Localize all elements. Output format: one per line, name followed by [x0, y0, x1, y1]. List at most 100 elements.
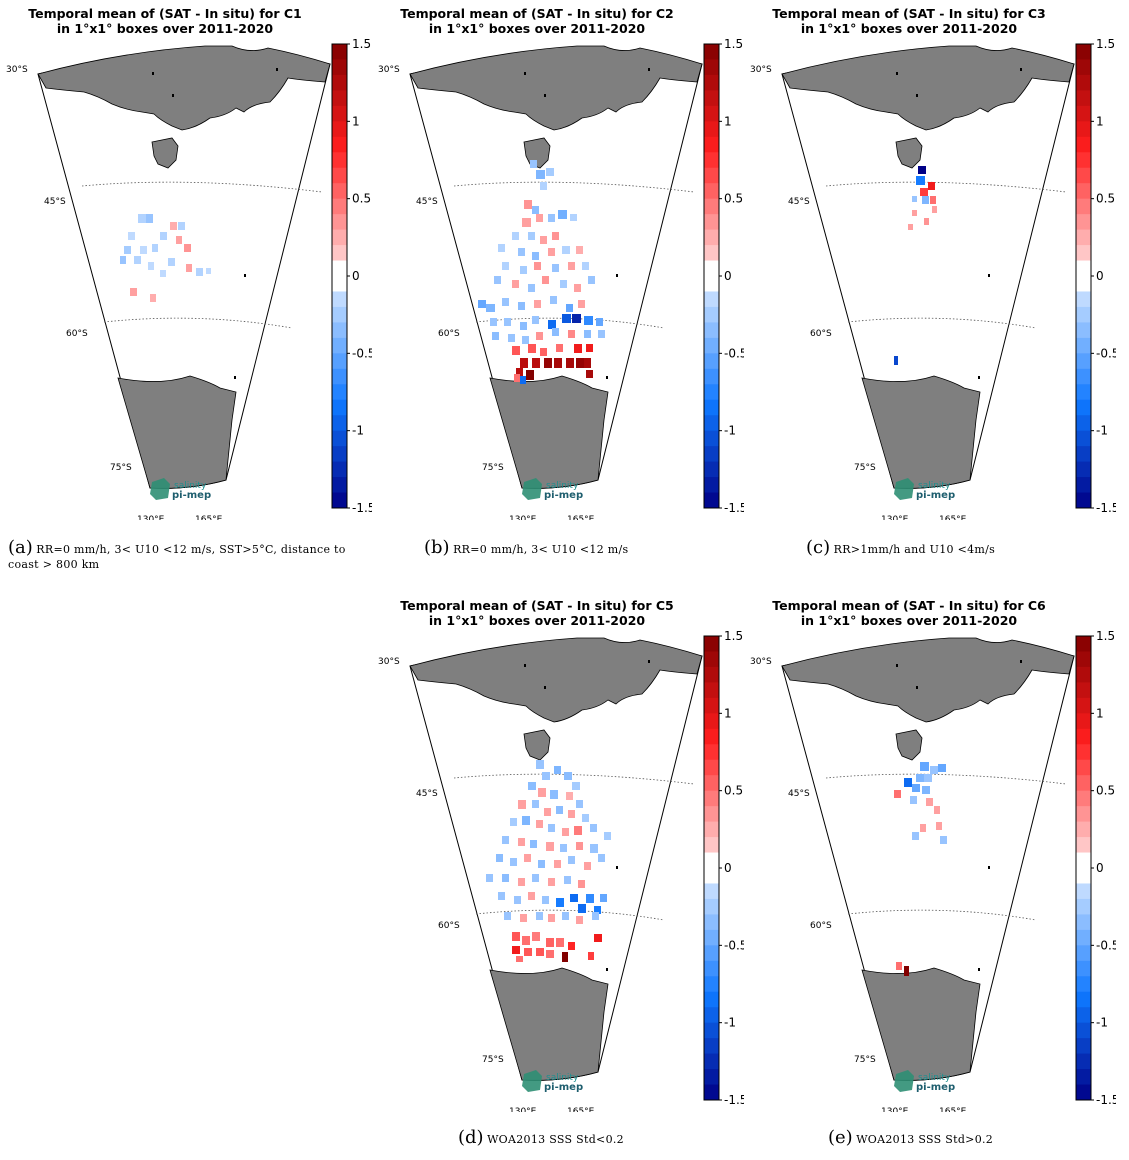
colorbar-segment — [704, 322, 719, 339]
longitude-label: 165°E — [939, 1107, 967, 1112]
colorbar-segment — [1076, 399, 1091, 416]
anomaly-cell — [922, 786, 930, 794]
antarctica-land — [861, 375, 981, 489]
australia-land — [409, 637, 703, 723]
colorbar-segment — [1076, 245, 1091, 262]
anomaly-cell — [578, 904, 586, 913]
anomaly-cell — [922, 196, 929, 204]
map-panel-c2: Temporal mean of (SAT - In situ) for C2 … — [372, 0, 744, 520]
anomaly-cell — [542, 896, 549, 904]
colorbar: 1.5 1 0.5 0 -0.5 -1 -1.5 — [1075, 629, 1116, 1107]
colorbar-segment — [704, 898, 719, 915]
island-marker — [896, 72, 898, 75]
colorbar-segment — [704, 945, 719, 962]
anomaly-cell — [522, 936, 530, 945]
logo-emblem — [522, 478, 542, 500]
anomaly-cell — [578, 880, 585, 888]
colorbar-segment — [704, 775, 719, 792]
colorbar-segment — [704, 121, 719, 138]
latitude-parallel — [103, 317, 293, 329]
colorbar-segment — [332, 260, 347, 277]
australia-land — [781, 45, 1075, 131]
island-marker — [648, 660, 650, 663]
colorbar-segment — [1076, 868, 1091, 884]
colorbar-segment — [1076, 322, 1091, 339]
tasmania-land — [151, 137, 179, 169]
colorbar-segment — [704, 291, 719, 308]
colorbar-tick-label: 0 — [1096, 861, 1104, 875]
colorbar-segment — [704, 852, 719, 869]
logo-emblem — [894, 1070, 914, 1092]
anomaly-cell — [508, 334, 515, 342]
colorbar-tick-label: 1.5 — [352, 37, 371, 51]
colorbar-segment — [332, 384, 347, 401]
colorbar-segment — [332, 167, 347, 184]
longitude-label: 165°E — [939, 515, 967, 520]
anomaly-cell — [528, 232, 535, 240]
anomaly-cell — [548, 248, 555, 256]
anomaly-cell — [920, 824, 926, 832]
anomaly-cell — [120, 256, 126, 264]
anomaly-cell — [168, 258, 175, 266]
colorbar-segment — [332, 337, 347, 354]
latitude-label: 30°S — [750, 657, 772, 667]
anomaly-cell — [598, 854, 605, 862]
anomaly-cell — [534, 300, 541, 308]
anomaly-cell — [516, 956, 523, 962]
colorbar-segment — [1076, 837, 1091, 854]
anomaly-cell — [520, 322, 527, 330]
anomaly-cell — [554, 860, 561, 868]
anomaly-cell — [490, 318, 497, 326]
logo-text-pimep: pi-mep — [172, 490, 211, 501]
anomaly-cell — [574, 344, 582, 353]
colorbar-segment — [704, 430, 719, 447]
anomaly-cell — [540, 236, 547, 244]
anomaly-cell — [560, 844, 567, 852]
colorbar-segment — [332, 74, 347, 91]
anomaly-cell — [498, 892, 505, 900]
longitude-label: 130°E — [509, 515, 537, 520]
logo-text-salinity: salinity — [918, 481, 951, 491]
anomaly-cell — [568, 810, 575, 818]
antarctica-land — [489, 375, 609, 489]
colorbar-segment — [704, 636, 719, 652]
colorbar-segment — [1076, 713, 1091, 730]
anomaly-cell — [138, 214, 146, 223]
colorbar-segment — [704, 183, 719, 200]
colorbar-segment — [704, 44, 719, 60]
colorbar-segment — [1076, 446, 1091, 463]
longitude-label: 165°E — [567, 1107, 595, 1112]
anomaly-cell — [528, 284, 535, 292]
map-panel-c5: Temporal mean of (SAT - In situ) for C5 … — [372, 592, 744, 1112]
anomaly-cell — [916, 774, 924, 782]
colorbar-tick-label: 0 — [352, 269, 360, 283]
colorbar-tick-label: -0.5 — [1096, 346, 1116, 360]
anomaly-cell — [912, 784, 920, 792]
anomaly-cell — [546, 950, 554, 958]
anomaly-cell — [548, 320, 556, 329]
anomaly-cell — [128, 232, 135, 240]
anomaly-cell — [566, 792, 573, 800]
colorbar-tick-label: -0.5 — [352, 346, 372, 360]
colorbar-segment — [1076, 806, 1091, 823]
anomaly-cell — [548, 878, 555, 886]
panel-title: Temporal mean of (SAT - In situ) for C1 … — [28, 6, 302, 36]
australia-land — [781, 637, 1075, 723]
anomaly-cell — [564, 876, 571, 884]
anomaly-cell — [894, 790, 901, 798]
colorbar-tick-label: -1 — [724, 424, 736, 438]
colorbar-segment — [332, 59, 347, 76]
anomaly-cell — [918, 166, 926, 174]
colorbar-segment — [1076, 1069, 1091, 1086]
anomaly-cell — [594, 934, 602, 942]
colorbar-segment — [1076, 651, 1091, 668]
anomaly-cell — [584, 316, 593, 325]
latitude-label: 75°S — [854, 463, 876, 473]
anomaly-cell — [536, 912, 543, 920]
latitude-label: 75°S — [110, 463, 132, 473]
anomaly-cell — [926, 798, 933, 806]
anomaly-cell — [152, 244, 158, 252]
anomaly-cell — [560, 280, 567, 288]
colorbar-tick-label: -1.5 — [1096, 1093, 1116, 1107]
anomaly-cell — [498, 244, 505, 252]
